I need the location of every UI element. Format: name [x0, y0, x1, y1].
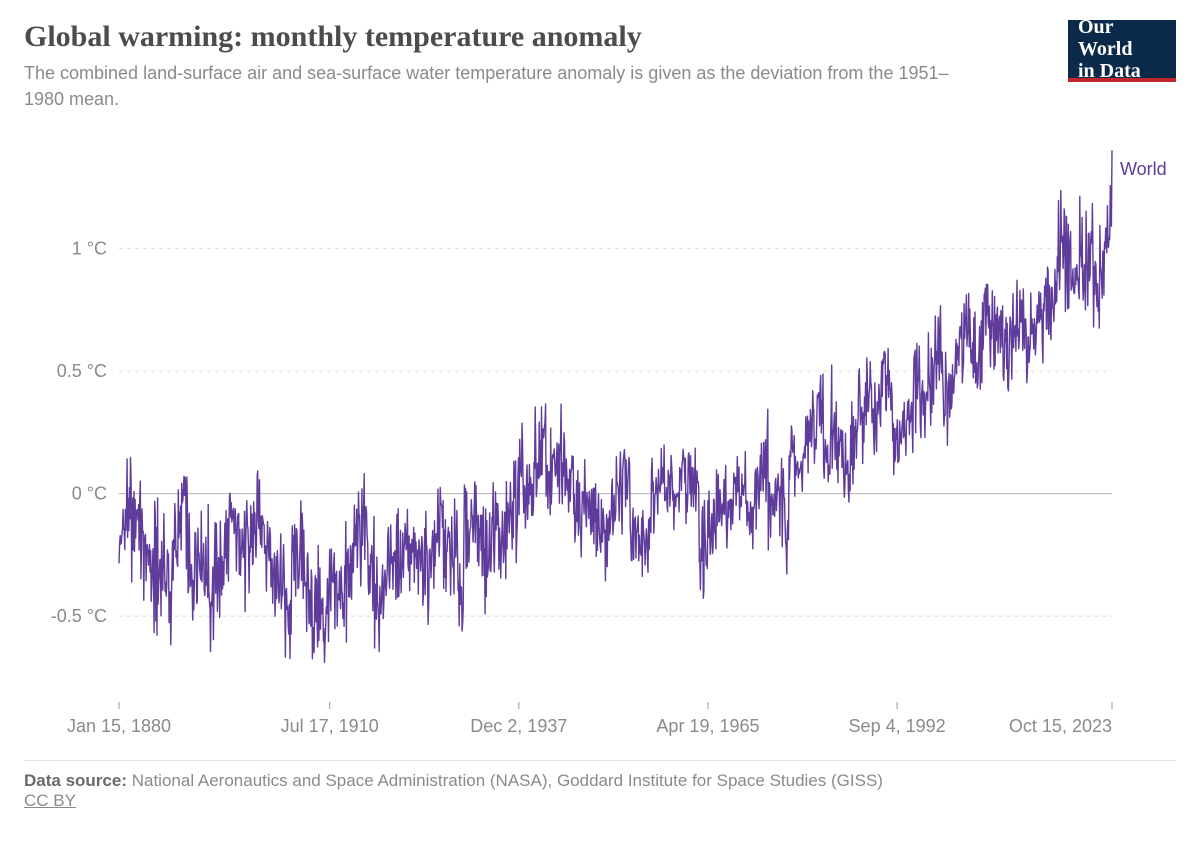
chart-area: -0.5 °C 0 °C 0.5 °C 1 °C Jan 15, 1880 Jul 17,…	[24, 130, 1176, 750]
x-tick-label: Jul 17, 1910	[281, 716, 379, 736]
x-tick-label: Oct 15, 2023	[1009, 716, 1112, 736]
x-tick-label: Dec 2, 1937	[470, 716, 567, 736]
series-line-world	[119, 150, 1112, 662]
chart-title: Global warming: monthly temperature anom…	[24, 20, 984, 54]
x-tick-label: Sep 4, 1992	[849, 716, 946, 736]
data-source-line: Data source: National Aeronautics and Sp…	[24, 771, 1176, 791]
logo-line-2: in Data	[1078, 60, 1166, 82]
chart-svg: -0.5 °C 0 °C 0.5 °C 1 °C Jan 15, 1880 Jul 17,…	[24, 130, 1176, 750]
chart-subtitle: The combined land-surface air and sea-su…	[24, 60, 984, 112]
logo-line-1: Our World	[1078, 16, 1166, 60]
x-tick-label: Apr 19, 1965	[656, 716, 759, 736]
x-tick-label: Jan 15, 1880	[67, 716, 171, 736]
y-tick-label: 0 °C	[72, 484, 107, 504]
license-link[interactable]: CC BY	[24, 791, 76, 810]
owid-logo: Our World in Data	[1068, 20, 1176, 78]
y-tick-label: 1 °C	[72, 239, 107, 259]
source-text: National Aeronautics and Space Administr…	[132, 771, 883, 790]
y-tick-label: 0.5 °C	[57, 361, 107, 381]
y-tick-label: -0.5 °C	[51, 606, 107, 626]
source-label: Data source:	[24, 771, 127, 790]
page-root: Global warming: monthly temperature anom…	[0, 0, 1200, 847]
header: Global warming: monthly temperature anom…	[24, 20, 1176, 112]
series-label: World	[1120, 159, 1167, 179]
footer: Data source: National Aeronautics and Sp…	[24, 760, 1176, 811]
title-block: Global warming: monthly temperature anom…	[24, 20, 984, 112]
